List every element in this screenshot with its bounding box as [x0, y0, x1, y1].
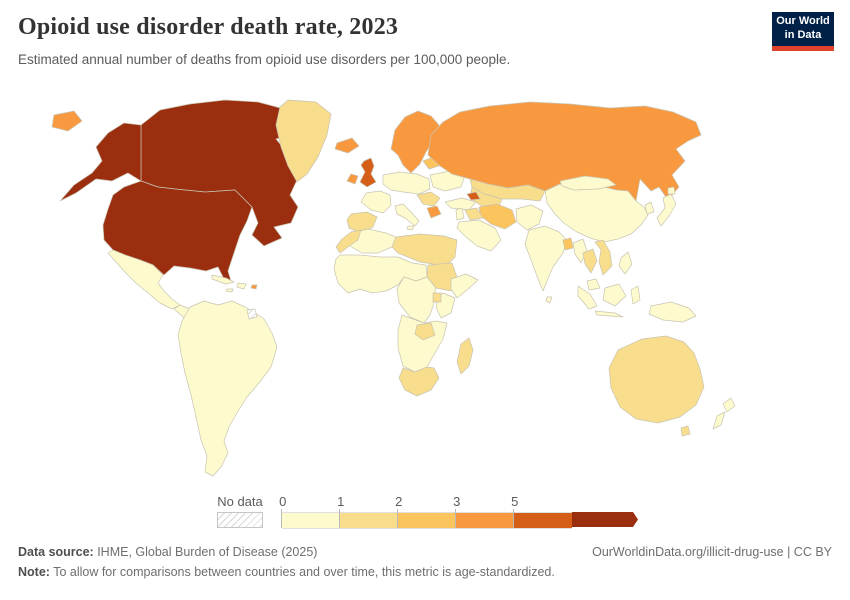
region-arabia[interactable]	[456, 219, 502, 252]
region-ireland[interactable]	[346, 173, 359, 185]
region-iraq[interactable]	[464, 207, 484, 221]
region-cuba[interactable]	[211, 274, 235, 285]
region-central-europe[interactable]	[382, 171, 431, 195]
region-united-states[interactable]	[102, 180, 253, 282]
owid-logo-line2: in Data	[784, 29, 822, 41]
region-south-africa[interactable]	[398, 366, 440, 397]
legend-tick-1: 1	[337, 494, 345, 509]
region-caucasus[interactable]	[466, 191, 481, 201]
legend-colorbar: 0 1 2 3 5 9	[279, 494, 638, 529]
region-italy-sicily[interactable]	[406, 225, 415, 231]
note-text: To allow for comparisons between countri…	[49, 565, 555, 579]
region-turkey[interactable]	[444, 197, 477, 211]
region-uganda[interactable]	[432, 292, 442, 303]
region-central-africa[interactable]	[396, 276, 437, 324]
region-balkans[interactable]	[416, 191, 441, 207]
region-france[interactable]	[360, 190, 392, 214]
region-iceland[interactable]	[334, 137, 360, 154]
region-philippines[interactable]	[618, 251, 633, 275]
region-hispaniola[interactable]	[236, 282, 247, 290]
region-new-guinea[interactable]	[648, 301, 697, 323]
chart-footer: Data source: IHME, Global Burden of Dise…	[18, 545, 832, 579]
region-australia[interactable]	[608, 335, 705, 424]
owid-logo-accent-bar	[772, 46, 834, 51]
no-data-label: No data	[217, 494, 263, 509]
legend-tick-3: 3	[453, 494, 461, 509]
region-indonesia-sumatra[interactable]	[577, 285, 598, 310]
region-levant[interactable]	[455, 207, 465, 221]
region-russia-chukotka[interactable]	[51, 110, 83, 132]
region-united-kingdom[interactable]	[359, 157, 377, 188]
owid-logo[interactable]: Our World in Data	[772, 12, 834, 51]
legend-tick-2: 2	[395, 494, 403, 509]
region-morocco[interactable]	[335, 229, 362, 254]
region-italy[interactable]	[394, 203, 420, 227]
legend-tick-9: 9	[569, 493, 577, 508]
legend-tick-0: 0	[279, 494, 287, 509]
region-bangladesh[interactable]	[562, 237, 574, 251]
data-source-text: IHME, Global Burden of Disease (2025)	[93, 545, 318, 559]
region-australia-tasmania[interactable]	[680, 425, 691, 437]
legend-tick-5: 5	[511, 494, 519, 509]
no-data-swatch[interactable]	[217, 512, 263, 528]
region-south-america[interactable]	[177, 300, 278, 477]
region-japan-hokkaido[interactable]	[667, 186, 676, 195]
region-japan[interactable]	[656, 193, 677, 227]
region-sri-lanka[interactable]	[545, 296, 553, 304]
map-legend: No data 0 1 2 3 5 9	[0, 494, 850, 530]
legend-bin-0-1[interactable]: 0	[279, 494, 340, 529]
region-greece[interactable]	[426, 205, 442, 219]
region-puerto-rico[interactable]	[250, 284, 258, 290]
region-korea[interactable]	[644, 201, 655, 215]
region-vietnam[interactable]	[594, 239, 613, 276]
region-afghanistan-pakistan[interactable]	[515, 204, 544, 231]
region-west-africa[interactable]	[333, 254, 428, 294]
region-indonesia-sulawesi[interactable]	[630, 285, 641, 305]
region-united-states-alaska[interactable]	[59, 122, 142, 202]
region-new-zealand-south[interactable]	[712, 411, 726, 430]
page-title: Opioid use disorder death rate, 2023	[18, 14, 399, 40]
chart-subtitle: Estimated annual number of deaths from o…	[18, 52, 511, 67]
region-new-zealand-north[interactable]	[722, 397, 736, 413]
region-horn-of-africa[interactable]	[450, 273, 479, 299]
region-zambia[interactable]	[414, 322, 436, 341]
legend-bin-9-plus[interactable]: 9	[572, 512, 638, 527]
region-mongolia[interactable]	[559, 175, 617, 191]
legend-no-data-block: No data	[217, 494, 263, 528]
region-southern-africa[interactable]	[397, 314, 448, 373]
legend-bin-5-9[interactable]: 5	[511, 494, 572, 529]
region-madagascar[interactable]	[456, 337, 474, 375]
legend-bin-3-5[interactable]: 3	[453, 494, 514, 529]
region-french-guiana[interactable]	[246, 308, 258, 320]
data-source-line: Data source: IHME, Global Burden of Dise…	[18, 545, 317, 559]
region-libya-egypt[interactable]	[391, 233, 458, 267]
region-thailand[interactable]	[582, 248, 598, 274]
note-label: Note:	[18, 565, 50, 579]
note-line: Note: To allow for comparisons between c…	[18, 565, 832, 579]
region-indonesia-borneo[interactable]	[602, 283, 627, 307]
world-choropleth-map	[51, 99, 736, 477]
region-indonesia-java[interactable]	[594, 310, 624, 318]
region-jamaica[interactable]	[225, 288, 234, 293]
region-greenland[interactable]	[275, 99, 332, 183]
region-india[interactable]	[524, 225, 568, 292]
legend-bin-2-3[interactable]: 2	[395, 494, 456, 529]
owid-logo-line1: Our World	[776, 15, 830, 28]
region-malaysia[interactable]	[586, 278, 601, 291]
data-source-label: Data source:	[18, 545, 94, 559]
owid-url-link[interactable]: OurWorldinData.org/illicit-drug-use | CC…	[592, 545, 832, 559]
legend-bin-1-2[interactable]: 1	[337, 494, 398, 529]
